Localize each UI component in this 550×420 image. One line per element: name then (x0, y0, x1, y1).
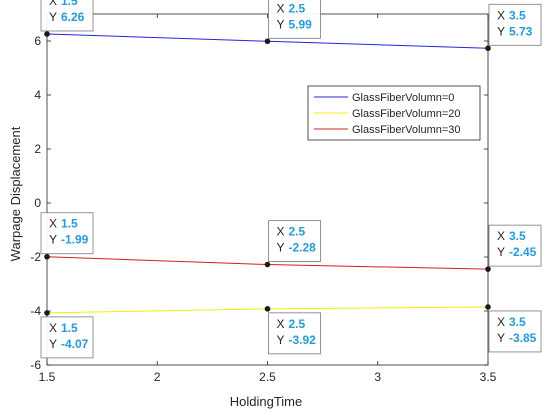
datatip: X 2.5 Y -3.92 (268, 312, 321, 355)
datatip-value: 5.99 (289, 17, 313, 31)
data-point (44, 310, 50, 316)
datatip-value: 3.5 (509, 229, 526, 243)
datatip-key: X (277, 1, 285, 15)
legend-label: GlassFiberVolumn=20 (352, 108, 461, 120)
y-tick-label: 4 (34, 88, 41, 102)
datatip-box (40, 212, 94, 255)
datatip-key: X (277, 225, 285, 239)
plot-box (46, 13, 489, 366)
datatip-key: X (497, 8, 505, 22)
datatip: X 2.5 Y -2.28 (268, 220, 321, 262)
y-tick-label: 0 (34, 196, 41, 210)
datatip-key: Y (497, 24, 505, 38)
datatip-key: X (277, 317, 285, 331)
datatip-box (488, 310, 542, 353)
data-point (44, 253, 50, 260)
data-point (264, 261, 271, 268)
y-tick-label: 2 (34, 142, 41, 156)
datatip-value: 1.5 (61, 217, 78, 231)
data-point (264, 306, 271, 312)
datatips: X 1.5 Y 6.26 X 2.5 Y 5.99 X 3.5 Y 5.73 X 1.5 Y -1.99 X 2.… (40, 0, 542, 359)
x-tick-label: 2.5 (259, 370, 276, 384)
datatip-value: 1.5 (61, 0, 78, 8)
x-axis-label: HoldingTime (230, 394, 303, 409)
datatip-key: Y (277, 17, 285, 31)
data-point (485, 304, 491, 310)
datatip-box (488, 224, 542, 267)
datatip-key: X (49, 0, 57, 8)
data-point (44, 31, 50, 37)
datatip-value: 3.5 (509, 315, 526, 329)
legend: GlassFiberVolumn=0 GlassFiberVolumn=20 Gla… (307, 85, 481, 141)
datatip: X 1.5 Y -1.99 (40, 212, 94, 255)
y-axis-label: Warpage Displacement (8, 126, 23, 261)
datatip-key: X (497, 315, 505, 329)
x-tick-label: 1.5 (39, 370, 56, 384)
datatip: X 2.5 Y 5.99 (268, 0, 321, 39)
data-point (485, 266, 491, 272)
datatip-key: Y (49, 233, 57, 247)
y-tick-label: 6 (34, 34, 41, 48)
datatip-value: -3.92 (289, 333, 317, 347)
datatip-value: 5.73 (509, 24, 533, 38)
data-point (264, 38, 271, 45)
data-point (485, 45, 491, 52)
datatip-value: 1.5 (61, 321, 78, 335)
datatip-box (268, 312, 321, 355)
legend-label: GlassFiberVolumn=30 (352, 124, 461, 136)
datatip-key: Y (277, 333, 285, 347)
datatip-value: -3.85 (509, 331, 537, 345)
datatip: X 3.5 Y -2.45 (488, 224, 542, 267)
y-tick-label: -2 (30, 250, 41, 264)
datatip-value: 2.5 (289, 225, 306, 239)
axes: 1.5 2 2.5 3 3.5 -6 -4 -2 0 2 4 6 (30, 13, 497, 384)
datatip-box (40, 316, 94, 359)
datatip-value: 6.26 (61, 10, 85, 24)
datatip-box (268, 220, 321, 262)
datatip: X 1.5 Y -4.07 (40, 316, 94, 359)
datatip: X 3.5 Y -3.85 (488, 310, 542, 353)
datatip: X 3.5 Y 5.73 (488, 3, 542, 46)
y-tick-label: -4 (30, 304, 41, 318)
datatip-box (488, 3, 542, 46)
datatip-value: 2.5 (289, 317, 306, 331)
datatip-value: 3.5 (509, 8, 526, 22)
datatip-key: Y (277, 241, 285, 255)
x-tick-label: 3.5 (480, 370, 497, 384)
datatip-key: X (49, 217, 57, 231)
datatip-box (268, 0, 321, 39)
datatip-key: X (497, 229, 505, 243)
datatip-value: -2.45 (509, 245, 537, 259)
datatip: X 1.5 Y 6.26 (40, 0, 94, 32)
data-points (44, 31, 491, 316)
datatip-key: Y (497, 331, 505, 345)
datatip-key: Y (49, 337, 57, 351)
datatip-value: -2.28 (289, 241, 317, 255)
x-tick-label: 2 (154, 370, 161, 384)
x-tick-label: 3 (374, 370, 381, 384)
datatip-key: X (49, 321, 57, 335)
datatip-value: -1.99 (61, 233, 89, 247)
datatip-value: -4.07 (61, 337, 89, 351)
legend-label: GlassFiberVolumn=0 (352, 92, 454, 104)
datatip-box (40, 0, 94, 32)
y-tick-label: -6 (30, 358, 41, 372)
datatip-key: Y (49, 10, 57, 24)
datatip-key: Y (497, 245, 505, 259)
datatip-value: 2.5 (289, 1, 306, 15)
